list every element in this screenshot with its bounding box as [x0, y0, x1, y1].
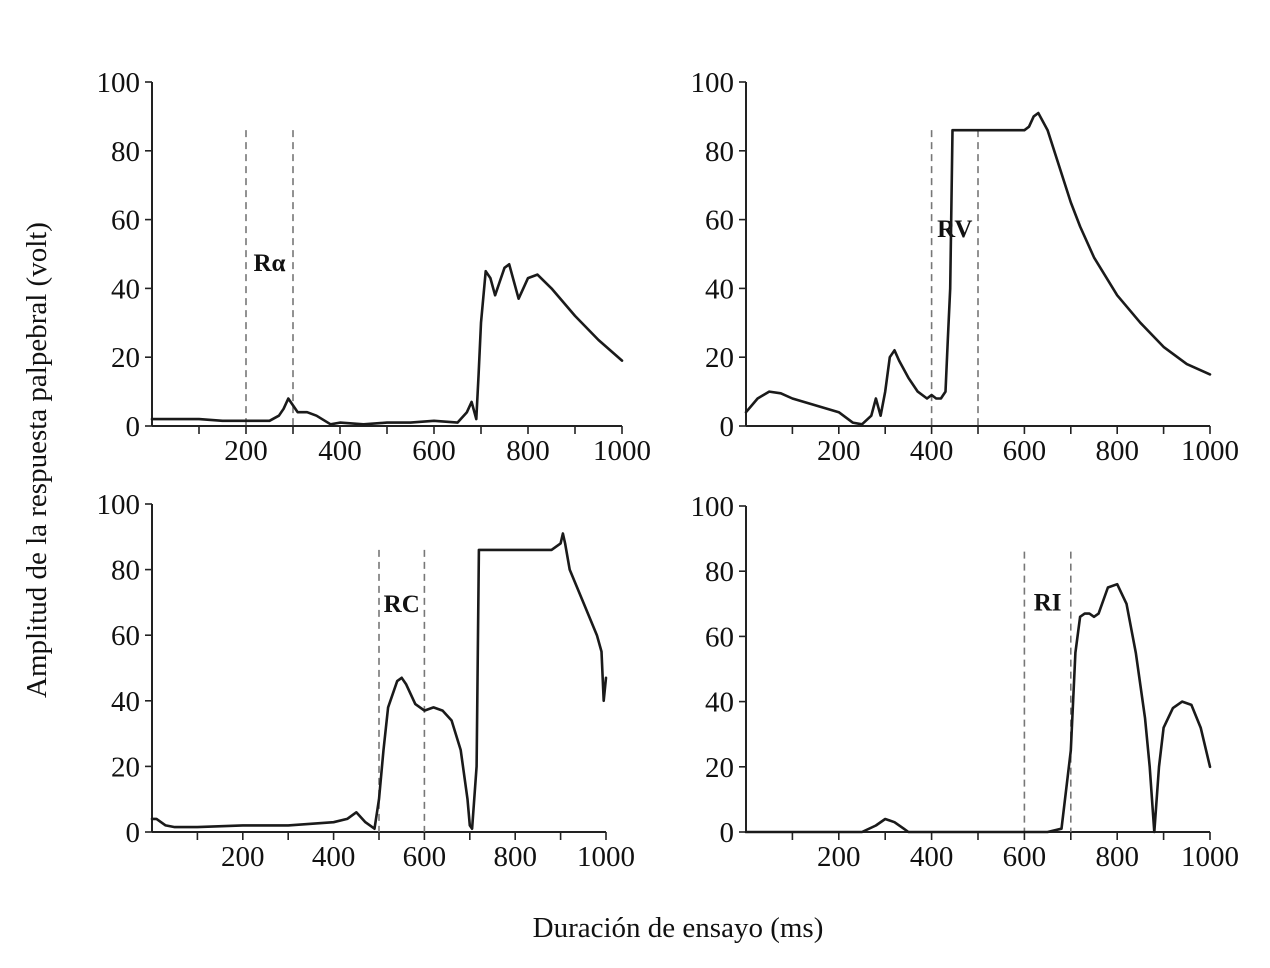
y-tick-label: 100 [97, 489, 141, 521]
x-tick-label: 800 [1095, 435, 1139, 467]
y-tick-label: 0 [720, 817, 735, 849]
x-tick-label: 1000 [1181, 435, 1239, 467]
y-tick-label: 100 [97, 67, 141, 99]
x-axis-title: Duración de ensayo (ms) [533, 912, 824, 944]
x-tick-label: 200 [221, 841, 265, 873]
response-window-label: RC [384, 591, 420, 618]
response-window-label: Rα [253, 250, 285, 277]
x-tick-label: 400 [318, 435, 362, 467]
panel-1: 0 20 40 60 80 100 200 400 600 800 1000 Rα [97, 67, 652, 467]
x-tick-label: 600 [1003, 435, 1047, 467]
y-tick-label: 60 [705, 205, 734, 237]
y-tick-label: 80 [705, 556, 734, 588]
y-tick-label: 60 [705, 621, 734, 653]
y-tick-label: 40 [705, 687, 734, 719]
y-tick-label: 0 [126, 817, 141, 849]
y-tick-label: 0 [720, 411, 735, 443]
y-tick-label: 100 [691, 67, 735, 99]
x-tick-label: 600 [1003, 841, 1047, 873]
x-tick-label: 1000 [1181, 841, 1239, 873]
x-tick-label: 200 [817, 841, 861, 873]
y-tick-label: 40 [111, 686, 140, 718]
x-tick-label: 200 [817, 435, 861, 467]
y-tick-label: 20 [111, 342, 140, 374]
y-tick-label: 100 [691, 491, 735, 523]
y-tick-label: 80 [705, 136, 734, 168]
x-tick-label: 1000 [593, 435, 651, 467]
y-tick-label: 40 [111, 273, 140, 305]
x-tick-label: 400 [910, 841, 954, 873]
x-tick-label: 800 [493, 841, 537, 873]
series-line [744, 582, 1212, 834]
x-tick-label: 600 [403, 841, 447, 873]
y-tick-label: 80 [111, 136, 140, 168]
x-tick-label: 800 [506, 435, 550, 467]
panel-3: 0 20 40 60 80 100 200 400 600 800 1000 RC [97, 489, 636, 873]
y-tick-label: 20 [111, 751, 140, 783]
series-line [150, 532, 608, 830]
y-tick-label: 0 [126, 411, 141, 443]
response-window-label: RV [937, 216, 972, 243]
series-line [744, 111, 1212, 426]
y-tick-label: 40 [705, 273, 734, 305]
x-tick-label: 200 [224, 435, 268, 467]
y-tick-label: 20 [705, 342, 734, 374]
x-tick-label: 400 [312, 841, 356, 873]
x-tick-label: 600 [412, 435, 456, 467]
x-tick-label: 1000 [577, 841, 635, 873]
y-tick-label: 20 [705, 752, 734, 784]
response-window-label: RI [1034, 589, 1062, 616]
x-tick-label: 800 [1095, 841, 1139, 873]
x-tick-label: 400 [910, 435, 954, 467]
y-axis-title: Amplitud de la respuesta palpebral (volt… [21, 222, 53, 698]
y-tick-label: 80 [111, 555, 140, 587]
panel-2: 0 20 40 60 80 100 200 400 600 800 1000 RV [691, 67, 1240, 467]
y-tick-label: 60 [111, 620, 140, 652]
panel-4: 0 20 40 60 80 100 200 400 600 800 1000 RI [691, 491, 1240, 873]
series-line [150, 263, 624, 426]
y-tick-label: 60 [111, 205, 140, 237]
